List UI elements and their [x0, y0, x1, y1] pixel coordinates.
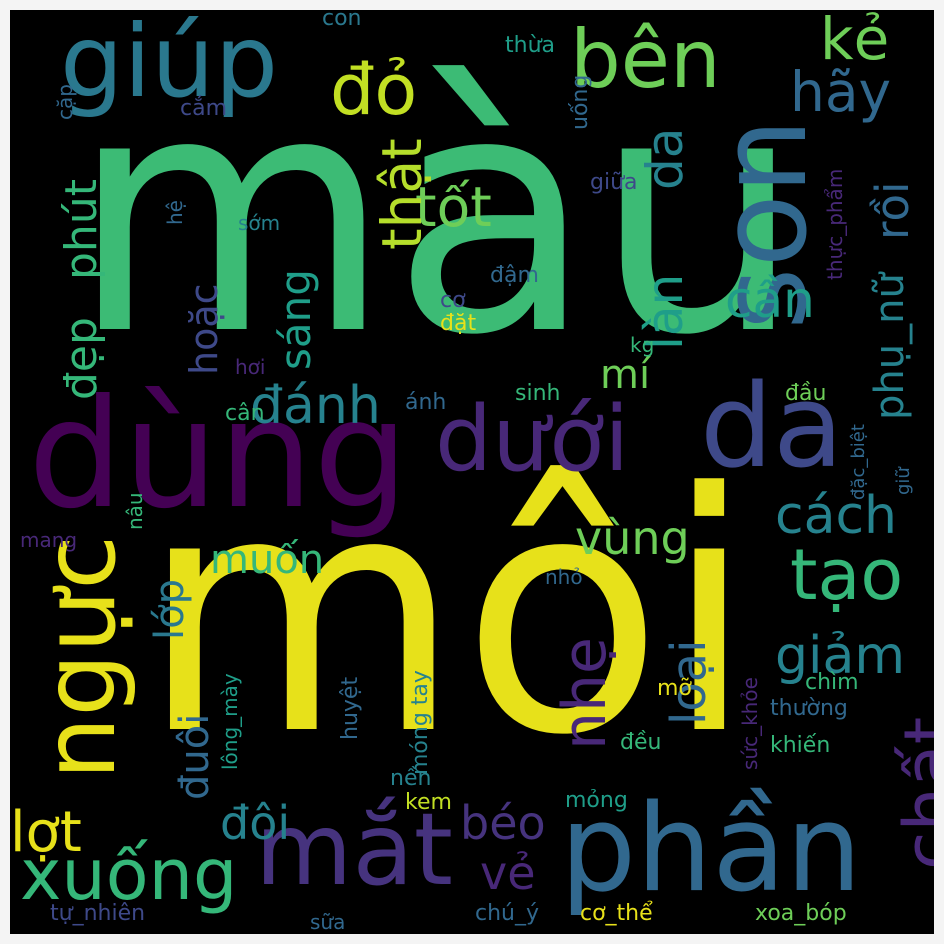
word-0: màu [70, 23, 803, 407]
word-39: béo [460, 796, 546, 850]
word-57: ánh [405, 390, 447, 415]
word-38: đôi [220, 796, 291, 850]
word-53: đặt [440, 311, 477, 336]
word-41: lợt [10, 800, 82, 865]
word-30: cách [775, 486, 898, 546]
word-18: thật [370, 138, 434, 250]
word-43: uống [568, 74, 593, 130]
word-81: xoa_bóp [755, 901, 847, 926]
word-49: hệ [163, 200, 187, 225]
word-25: phút [56, 179, 107, 280]
word-37: đuôi [172, 713, 218, 800]
word-17: tốt [415, 175, 492, 239]
word-65: chìm [805, 670, 859, 695]
word-14: đỏ [330, 49, 418, 131]
word-13: chất [889, 716, 934, 870]
word-51: đậm [490, 263, 539, 288]
word-64: nhỏ [545, 565, 583, 589]
word-44: con [322, 10, 362, 31]
word-78: sữa [310, 910, 346, 934]
word-15: kẻ [820, 10, 890, 73]
word-46: cắm [180, 96, 228, 121]
word-24: đẹp [56, 317, 107, 400]
word-5: phần [560, 780, 862, 919]
word-22: rồi [866, 181, 919, 240]
word-77: tự_nhiên [50, 901, 146, 926]
word-1: môi [140, 423, 756, 807]
word-29: mí [600, 352, 651, 398]
word-20: da [636, 127, 694, 190]
word-45: cặp [53, 84, 77, 120]
word-48: giữa [590, 170, 638, 195]
word-56: cân [225, 401, 265, 426]
word-31: vùng [575, 511, 690, 565]
word-cloud: màu môi dùng da dưới phần mắt ngực son giúp bên xuố… [10, 10, 934, 934]
word-9: giúp [60, 10, 279, 120]
word-54: kg [630, 333, 655, 357]
word-6: mắt [255, 791, 453, 908]
word-66: thường [770, 696, 848, 721]
word-35: nhẹ [550, 637, 620, 750]
word-63: mang [20, 528, 78, 552]
word-76: mỏng [565, 788, 628, 813]
word-80: cơ_thể [580, 901, 653, 926]
word-58: sinh [515, 381, 561, 406]
word-60: đặc_biệt [848, 424, 869, 500]
word-50: sớm [238, 211, 281, 235]
word-27: hoặc [182, 283, 226, 375]
word-61: giữ [893, 467, 914, 495]
word-69: móng tay [408, 670, 433, 775]
word-67: mỡ [657, 676, 692, 701]
word-73: khiến [770, 733, 831, 758]
word-16: hãy [790, 60, 892, 124]
word-59: đầu [785, 381, 827, 406]
word-33: lớp [147, 579, 193, 640]
word-7: ngực [21, 534, 138, 780]
word-62: nâu [123, 492, 147, 530]
word-11: xuống [20, 834, 238, 916]
word-71: sức_khỏe [738, 677, 762, 770]
word-23: phụ_nữ [867, 273, 913, 420]
word-26: sáng [271, 269, 320, 370]
word-70: lông_mày [218, 673, 242, 770]
word-32: muốn [210, 537, 325, 583]
word-68: huyệt [338, 676, 363, 740]
word-72: đều [620, 730, 662, 755]
word-36: giảm [775, 626, 905, 686]
word-74: nền [390, 766, 432, 791]
word-52: cơ [440, 288, 466, 313]
word-4: dưới [435, 387, 630, 492]
word-3: da [700, 360, 844, 494]
word-47: thực_phẩm [823, 168, 847, 280]
word-28: đánh [250, 376, 381, 436]
word-55: hơi [235, 355, 266, 379]
word-10: bên [570, 13, 721, 106]
word-21: cần [725, 271, 815, 329]
word-42: thừa [505, 33, 555, 58]
word-40: vẻ [480, 846, 536, 900]
word-12: tạo [790, 534, 904, 616]
word-2: dùng [28, 368, 409, 542]
word-75: kem [405, 790, 452, 815]
word-79: chú_ý [475, 901, 540, 926]
